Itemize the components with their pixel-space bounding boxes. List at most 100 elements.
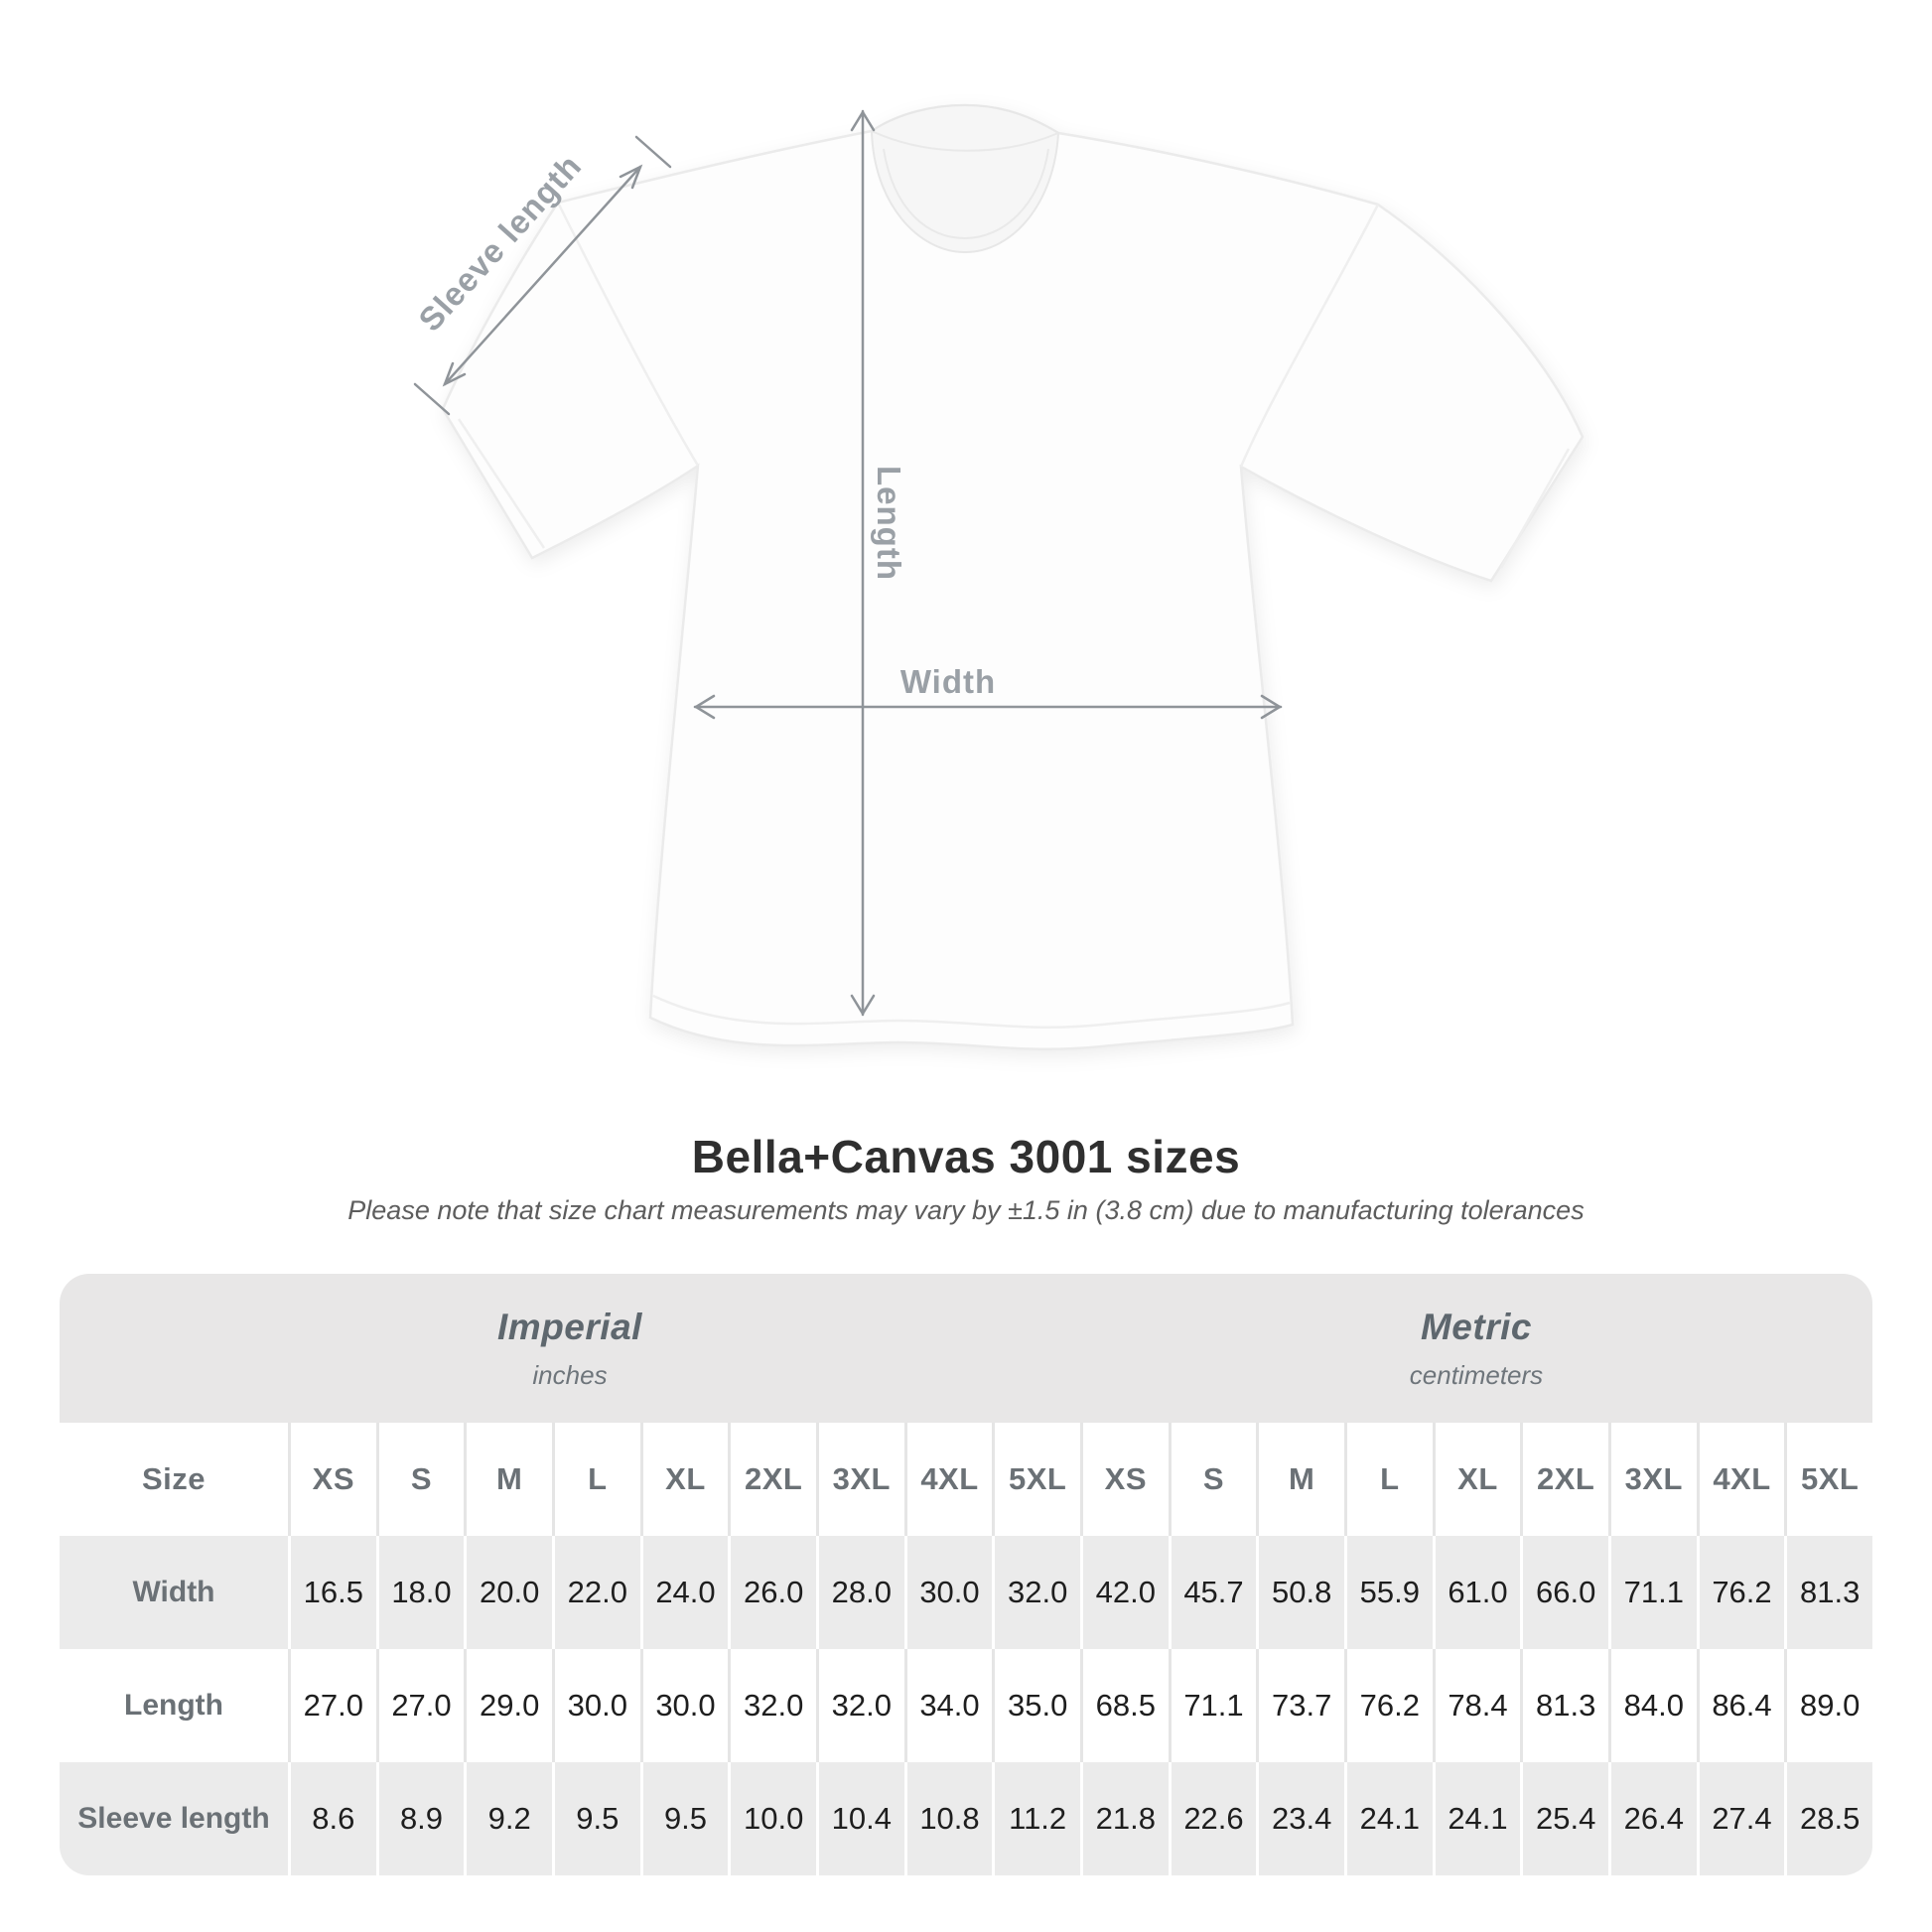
value-cell: 22.0 xyxy=(551,1536,640,1649)
value-cell: 34.0 xyxy=(903,1649,993,1762)
col-header-metric-m: M xyxy=(1256,1423,1344,1536)
width-arrow xyxy=(693,694,1283,720)
value-cell: 30.0 xyxy=(551,1649,640,1762)
col-header-metric-xl: XL xyxy=(1432,1423,1521,1536)
value-cell: 16.5 xyxy=(288,1536,376,1649)
row-label-width: Width xyxy=(60,1536,288,1649)
value-cell: 24.0 xyxy=(639,1536,729,1649)
value-cell: 30.0 xyxy=(639,1649,729,1762)
col-header-imperial-s: S xyxy=(375,1423,465,1536)
value-cell: 84.0 xyxy=(1607,1649,1697,1762)
collar-ribbing xyxy=(883,148,1049,240)
value-cell: 11.2 xyxy=(992,1762,1080,1875)
value-cell: 27.4 xyxy=(1696,1762,1785,1875)
value-cell: 89.0 xyxy=(1784,1649,1872,1762)
col-header-metric-s: S xyxy=(1168,1423,1257,1536)
value-cell: 27.0 xyxy=(375,1649,465,1762)
col-header-imperial-m: M xyxy=(464,1423,552,1536)
page-subtitle: Please note that size chart measurements… xyxy=(347,1195,1585,1225)
col-header-imperial-4xl: 4XL xyxy=(903,1423,993,1536)
unit-sub: centimeters xyxy=(1409,1359,1544,1390)
value-cell: 9.5 xyxy=(639,1762,729,1875)
value-cell: 26.0 xyxy=(728,1536,816,1649)
value-cell: 42.0 xyxy=(1079,1536,1169,1649)
col-header-imperial-l: L xyxy=(551,1423,640,1536)
col-header-metric-l: L xyxy=(1343,1423,1433,1536)
value-cell: 66.0 xyxy=(1520,1536,1608,1649)
value-cell: 8.9 xyxy=(375,1762,465,1875)
value-cell: 61.0 xyxy=(1432,1536,1521,1649)
value-cell: 30.0 xyxy=(903,1536,993,1649)
value-cell: 28.0 xyxy=(815,1536,904,1649)
value-cell: 8.6 xyxy=(288,1762,376,1875)
row-label-length: Length xyxy=(60,1649,288,1762)
value-cell: 45.7 xyxy=(1168,1536,1257,1649)
col-header-metric-5xl: 5XL xyxy=(1784,1423,1872,1536)
col-header-metric-xs: XS xyxy=(1079,1423,1169,1536)
col-header-imperial-2xl: 2XL xyxy=(728,1423,816,1536)
width-label: Width xyxy=(900,663,996,700)
collar-back-line xyxy=(871,130,1059,152)
value-cell: 50.8 xyxy=(1256,1536,1344,1649)
tshirt-body xyxy=(441,103,1585,1050)
col-header-imperial-xs: XS xyxy=(288,1423,376,1536)
row-label-sleeve-length: Sleeve length xyxy=(60,1762,288,1875)
bottom-hem-stitch xyxy=(652,994,1291,1029)
value-cell: 26.4 xyxy=(1607,1762,1697,1875)
tshirt-diagram: Length Width Sleeve length xyxy=(411,103,1585,1050)
size-table: Imperial inches Metric centimeters Size … xyxy=(60,1274,1872,1875)
value-cell: 25.4 xyxy=(1520,1762,1608,1875)
value-cell: 29.0 xyxy=(464,1649,552,1762)
col-header-imperial-xl: XL xyxy=(639,1423,729,1536)
value-cell: 55.9 xyxy=(1343,1536,1433,1649)
col-header-metric-3xl: 3XL xyxy=(1607,1423,1697,1536)
value-cell: 22.6 xyxy=(1168,1762,1257,1875)
value-cell: 68.5 xyxy=(1079,1649,1169,1762)
value-cell: 9.2 xyxy=(464,1762,552,1875)
tshirt-collar xyxy=(870,103,1060,254)
value-cell: 10.0 xyxy=(728,1762,816,1875)
value-cell: 24.1 xyxy=(1432,1762,1521,1875)
value-cell: 27.0 xyxy=(288,1649,376,1762)
page-title: Bella+Canvas 3001 sizes xyxy=(691,1131,1241,1182)
value-cell: 81.3 xyxy=(1784,1536,1872,1649)
col-header-metric-2xl: 2XL xyxy=(1520,1423,1608,1536)
value-cell: 28.5 xyxy=(1784,1762,1872,1875)
col-header-imperial-5xl: 5XL xyxy=(992,1423,1080,1536)
value-cell: 86.4 xyxy=(1696,1649,1785,1762)
value-cell: 21.8 xyxy=(1079,1762,1169,1875)
right-cuff-hem xyxy=(1499,448,1571,569)
value-cell: 20.0 xyxy=(464,1536,552,1649)
size-header: Size xyxy=(60,1423,288,1536)
value-cell: 71.1 xyxy=(1607,1536,1697,1649)
length-label: Length xyxy=(871,466,907,581)
left-sleeve-seam xyxy=(556,202,700,467)
value-cell: 35.0 xyxy=(992,1649,1080,1762)
right-sleeve-seam xyxy=(1239,204,1380,468)
length-arrow xyxy=(850,109,876,1017)
value-cell: 32.0 xyxy=(815,1649,904,1762)
col-header-metric-4xl: 4XL xyxy=(1696,1423,1785,1536)
value-cell: 73.7 xyxy=(1256,1649,1344,1762)
unit-sub: inches xyxy=(532,1359,608,1390)
value-cell: 71.1 xyxy=(1168,1649,1257,1762)
value-cell: 10.4 xyxy=(815,1762,904,1875)
unit-header-imperial: Imperial inches xyxy=(60,1274,1080,1423)
unit-name: Imperial xyxy=(497,1306,642,1347)
unit-name: Metric xyxy=(1420,1306,1532,1347)
value-cell: 24.1 xyxy=(1343,1762,1433,1875)
value-cell: 10.8 xyxy=(903,1762,993,1875)
value-cell: 76.2 xyxy=(1343,1649,1433,1762)
col-header-imperial-3xl: 3XL xyxy=(815,1423,904,1536)
left-cuff-hem xyxy=(457,418,546,549)
value-cell: 78.4 xyxy=(1432,1649,1521,1762)
value-cell: 18.0 xyxy=(375,1536,465,1649)
unit-header-metric: Metric centimeters xyxy=(1079,1274,1872,1423)
sleeve-length-arrow xyxy=(413,135,672,416)
value-cell: 81.3 xyxy=(1520,1649,1608,1762)
tshirt-illustration xyxy=(441,103,1585,1050)
value-cell: 76.2 xyxy=(1696,1536,1785,1649)
value-cell: 23.4 xyxy=(1256,1762,1344,1875)
value-cell: 32.0 xyxy=(992,1536,1080,1649)
